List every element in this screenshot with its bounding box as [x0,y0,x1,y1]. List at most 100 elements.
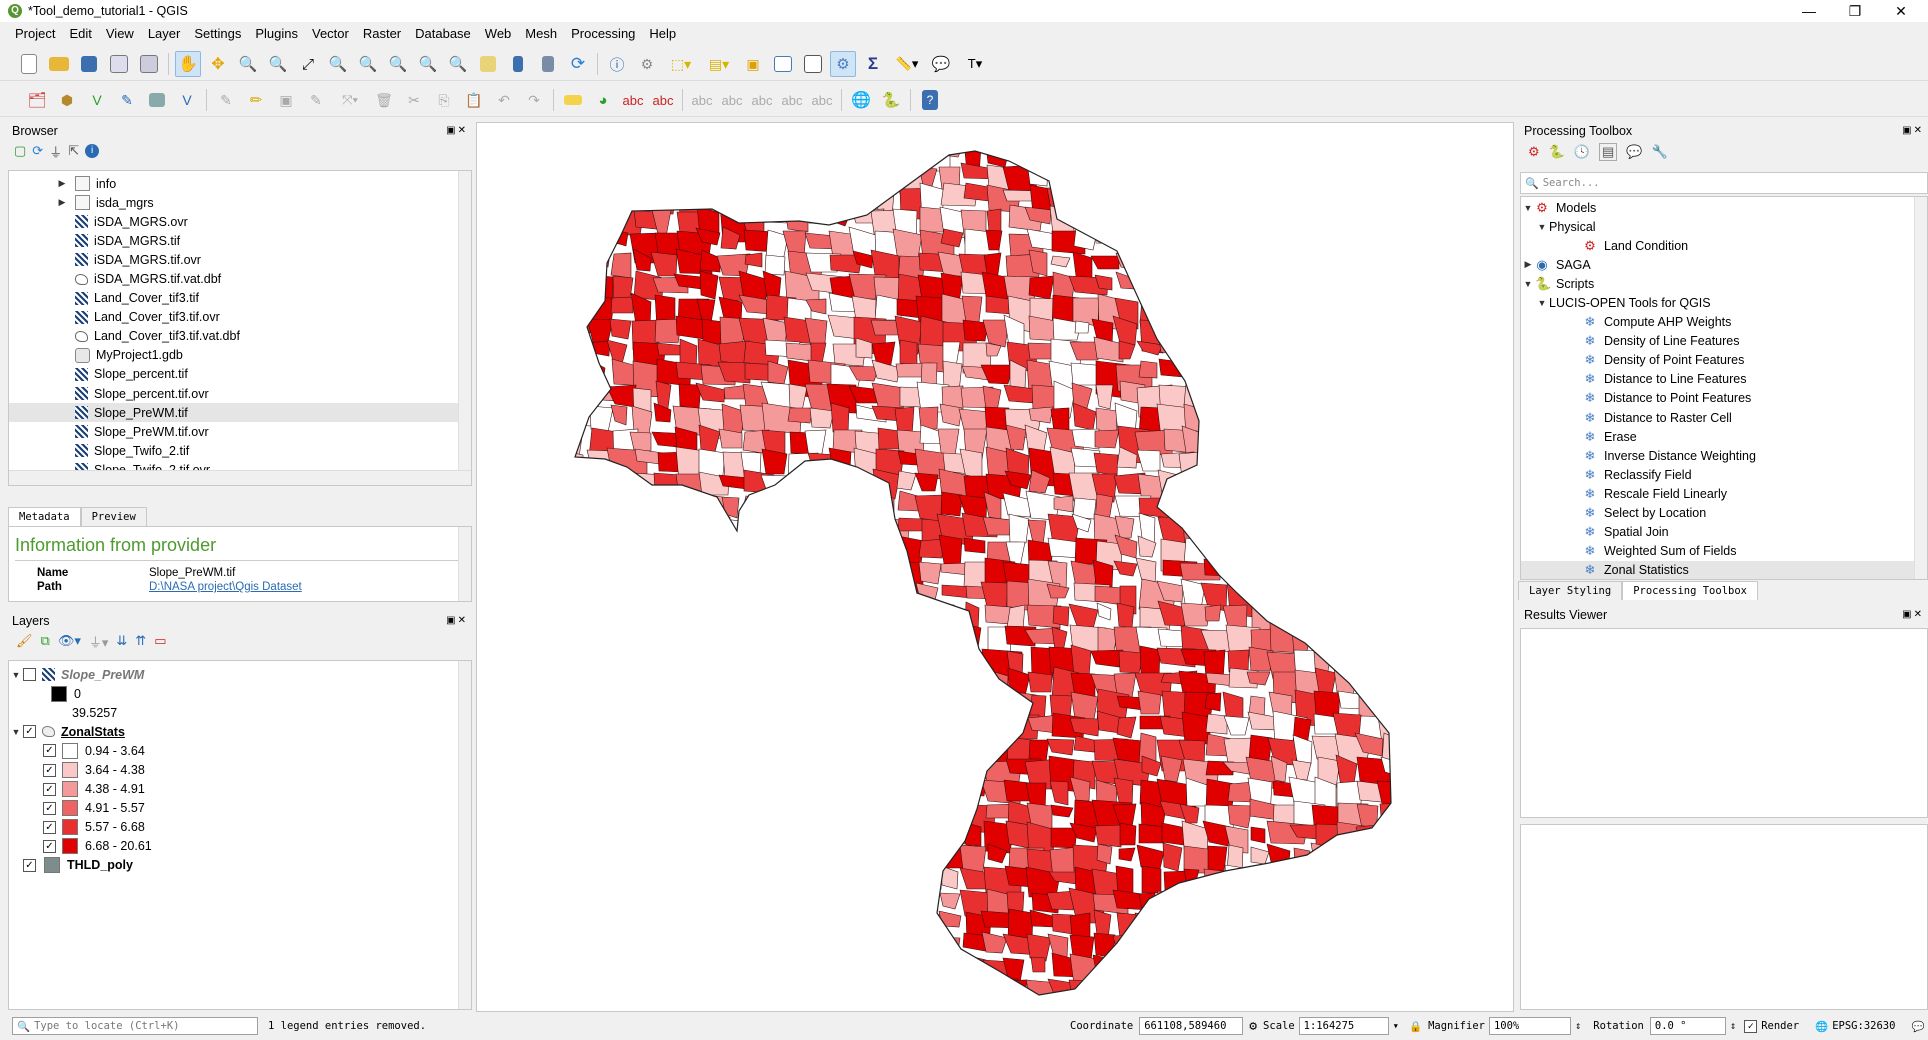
lock-scale-icon[interactable]: 🔒 [1408,1020,1423,1033]
class-visibility-checkbox[interactable]: ✓ [43,820,56,834]
field-calculator-icon[interactable] [800,51,826,77]
properties-icon[interactable]: i [85,144,100,158]
toolbox-search[interactable]: 🔍 Search... [1520,172,1928,194]
class-visibility-checkbox[interactable]: ✓ [43,744,56,758]
tool-item[interactable]: ❄ Select by Location [1521,504,1927,523]
cut-features-icon[interactable]: ✂ [408,91,420,108]
zoom-last-icon[interactable]: 🔍 [418,56,438,73]
expand-arrow-icon[interactable]: ▶ [58,178,66,189]
add-group-icon[interactable]: ⧉ [40,633,50,648]
vertex-tool-icon[interactable]: ⤧▾ [342,92,358,107]
legend-class[interactable]: ✓ 5.57 - 6.68 [9,818,471,837]
magnifier-spinner-icon[interactable]: ⇕ [1574,1020,1582,1032]
crs-label[interactable]: EPSG:32630 [1832,1020,1896,1032]
layer-slope-prewm[interactable]: ▼ Slope_PreWM [9,665,471,684]
new-virtual-layer-icon[interactable] [144,87,170,113]
menu-raster[interactable]: Raster [362,25,402,41]
python-console-icon[interactable]: 🐍 [881,92,901,109]
pan-to-selection-icon[interactable]: ✥ [211,56,225,73]
highlight-pinned-labels-icon[interactable]: abc [622,92,644,108]
layer-visibility-checkbox[interactable]: ✓ [23,725,36,739]
zoom-to-selection-icon[interactable]: 🔍 [328,56,348,73]
text-annotation-icon[interactable]: T▾ [967,56,983,71]
tool-item[interactable]: ❄ Compute AHP Weights [1521,313,1927,332]
select-by-value-icon[interactable]: ▤▾ [708,55,730,72]
change-label-icon[interactable]: abc [811,92,833,108]
tool-item[interactable]: ❄ Inverse Distance Weighting [1521,446,1927,465]
history-icon[interactable]: 🕓 [1573,144,1591,159]
tool-item[interactable]: ❄ Distance to Point Features [1521,389,1927,408]
browser-item[interactable]: Land_Cover_tif3.tif [9,289,471,308]
layer-visibility-checkbox[interactable] [23,668,36,682]
pan-map-icon[interactable]: ✋ [175,51,201,77]
menu-help[interactable]: Help [649,25,677,41]
tree-scripts[interactable]: ▼ 🐍 Scripts [1523,275,1595,291]
globe-icon[interactable]: 🌐 [851,92,871,109]
menu-vector[interactable]: Vector [311,25,349,41]
browser-item[interactable]: ▶ info [9,174,471,193]
deselect-all-icon[interactable]: ▣ [746,55,760,72]
browser-item[interactable]: ▶ isda_mgrs [9,193,471,212]
browser-item[interactable]: MyProject1.gdb [9,346,471,365]
redo-icon[interactable]: ↷ [528,91,540,108]
browser-refresh-icon[interactable]: ⟳ [32,143,44,158]
digitize-icon[interactable]: ✎ [310,91,322,108]
metadata-scrollbar[interactable] [458,527,471,601]
panel-float-close-icon[interactable]: ▣✕ [1902,609,1924,620]
current-edits-icon[interactable]: ✎ [220,91,232,108]
menu-edit[interactable]: Edit [69,25,92,41]
attribute-table-icon[interactable] [770,51,796,77]
class-visibility-checkbox[interactable]: ✓ [43,782,56,796]
show-bookmarks-icon[interactable] [535,51,561,77]
label-toolbar-icon[interactable] [560,87,586,113]
class-visibility-checkbox[interactable]: ✓ [43,801,56,815]
zoom-full-icon[interactable]: ⤢ [301,55,314,73]
browser-item[interactable]: iSDA_MGRS.tif [9,231,471,250]
crs-icon[interactable]: 🌐 [1815,1020,1829,1033]
browser-item[interactable]: Slope_PreWM.tif.ovr [9,422,471,441]
toggle-label-display-icon[interactable]: abc [652,92,674,108]
class-visibility-checkbox[interactable]: ✓ [43,839,56,853]
expand-all-icon[interactable]: ⇊ [116,633,128,648]
new-print-layout-icon[interactable] [106,51,132,77]
tab-layer-styling[interactable]: Layer Styling [1518,581,1623,600]
new-geopackage-icon[interactable]: ⬢ [60,91,74,108]
legend-class[interactable]: ✓ 6.68 - 20.61 [9,837,471,856]
tree-saga[interactable]: ▶ ◉ SAGA [1524,256,1591,272]
zoom-out-icon[interactable]: 🔍 [268,56,288,73]
browser-item[interactable]: Slope_percent.tif [9,365,471,384]
messages-icon[interactable]: 💬 [1911,1020,1925,1033]
menu-view[interactable]: View [105,25,134,41]
browser-item[interactable]: Land_Cover_tif3.tif.ovr [9,308,471,327]
browser-item[interactable]: iSDA_MGRS.tif.ovr [9,250,471,269]
menu-web[interactable]: Web [484,25,512,41]
browser-hscrollbar[interactable] [9,470,471,485]
render-checkbox[interactable]: ✓ [1744,1019,1758,1033]
menu-database[interactable]: Database [415,25,471,41]
run-feature-action-icon[interactable]: ⚙ [640,55,654,72]
edit-rendering-styles-icon[interactable]: 💬 [1626,144,1643,159]
filter-legend-icon[interactable]: ⏚▾ [88,634,109,650]
new-shapefile-icon[interactable]: V [92,92,102,108]
search-input[interactable]: Search... [1542,177,1600,189]
browser-item[interactable]: Slope_percent.tif.ovr [9,384,471,403]
open-project-icon[interactable] [46,51,72,77]
close-button[interactable]: ✕ [1895,3,1907,19]
collapse-arrow-icon[interactable]: ▼ [11,669,21,680]
legend-class[interactable]: ✓ 4.91 - 5.57 [9,799,471,818]
menu-project[interactable]: Project [15,25,56,41]
measure-icon[interactable]: 📏▾ [895,56,919,71]
tree-lucis[interactable]: ▼ LUCIS-OPEN Tools for QGIS [1537,296,1711,311]
toggle-editing-icon[interactable]: ✏ [249,92,263,109]
panel-float-close-icon[interactable]: ▣✕ [446,615,468,626]
tab-metadata[interactable]: Metadata [8,507,81,526]
refresh-icon[interactable]: ⟳ [570,54,586,73]
browser-item[interactable]: Slope_Twifo_2.tif [9,441,471,460]
minimize-button[interactable]: — [1802,3,1816,19]
coordinate-field[interactable]: 661108,589460 [1139,1017,1244,1035]
collapse-arrow-icon[interactable]: ▼ [11,726,21,737]
class-visibility-checkbox[interactable]: ✓ [43,763,56,777]
menu-settings[interactable]: Settings [194,25,242,41]
tree-land-condition[interactable]: ⚙ Land Condition [1521,236,1927,255]
browser-item[interactable]: Slope_PreWM.tif [9,403,471,423]
